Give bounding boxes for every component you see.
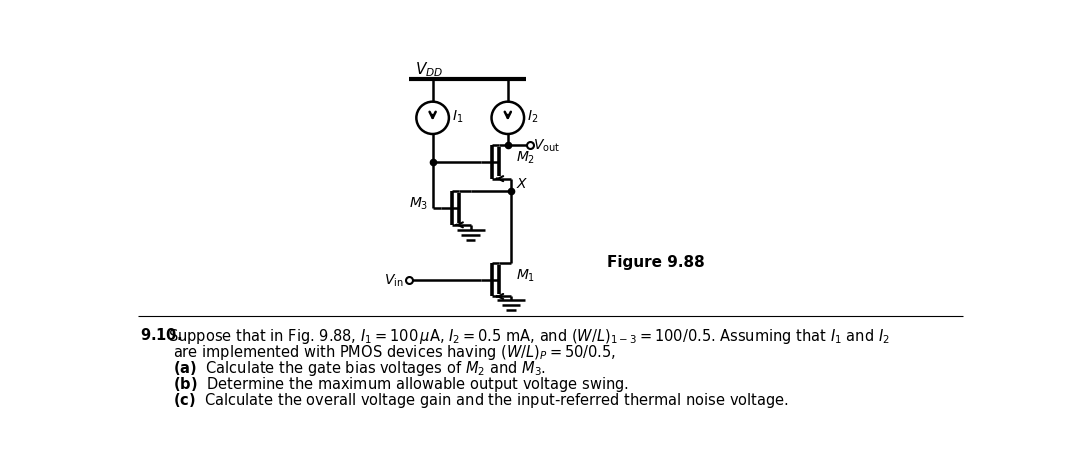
Text: $M_1$: $M_1$ xyxy=(516,267,535,283)
Text: Suppose that in Fig. 9.88, $I_1 = 100\,\mu\mathrm{A}$, $I_2 = 0.5$ mA, and $(W/L: Suppose that in Fig. 9.88, $I_1 = 100\,\… xyxy=(169,326,890,345)
Text: $\mathbf{9.10.}$: $\mathbf{9.10.}$ xyxy=(141,326,183,342)
Text: $M_2$: $M_2$ xyxy=(516,150,535,166)
Text: $X$: $X$ xyxy=(516,177,528,191)
Text: $V_{DD}$: $V_{DD}$ xyxy=(415,60,444,79)
Text: $I_1$: $I_1$ xyxy=(452,108,463,125)
Text: $\mathbf{(b)}$  Determine the maximum allowable output voltage swing.: $\mathbf{(b)}$ Determine the maximum all… xyxy=(173,375,628,394)
Text: $V_\mathrm{out}$: $V_\mathrm{out}$ xyxy=(533,137,560,154)
Text: Figure 9.88: Figure 9.88 xyxy=(607,255,705,270)
Text: $\mathbf{(c)}$  Calculate the overall voltage gain and the input-referred therma: $\mathbf{(c)}$ Calculate the overall vol… xyxy=(173,391,789,409)
Text: $M_3$: $M_3$ xyxy=(409,196,429,212)
Text: are implemented with PMOS devices having $(W/L)_P = 50/0.5$,: are implemented with PMOS devices having… xyxy=(173,342,616,361)
Text: $V_\mathrm{in}$: $V_\mathrm{in}$ xyxy=(383,272,403,288)
Text: $\mathbf{(a)}$  Calculate the gate bias voltages of $M_2$ and $M_3$.: $\mathbf{(a)}$ Calculate the gate bias v… xyxy=(173,358,546,377)
Text: $I_2$: $I_2$ xyxy=(527,108,538,125)
